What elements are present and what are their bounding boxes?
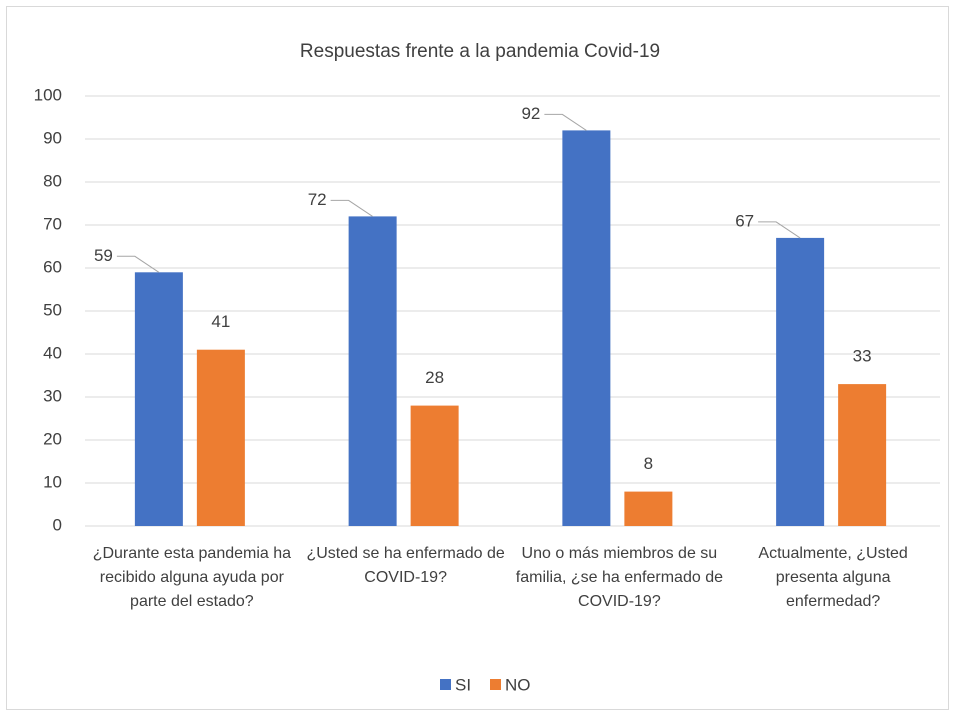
bar — [562, 130, 611, 526]
bar — [348, 216, 397, 526]
y-tick-label: 10 — [43, 472, 62, 491]
data-label: 67 — [735, 211, 754, 230]
leader-line — [116, 255, 160, 273]
data-label: 8 — [644, 454, 653, 473]
legend-label: NO — [505, 675, 531, 694]
legend-swatch — [490, 679, 501, 690]
y-tick-label: 60 — [43, 257, 62, 276]
y-tick-label: 40 — [43, 343, 62, 362]
x-tick-label: Actualmente, ¿Usted presenta alguna enfe… — [758, 545, 908, 610]
y-tick-label: 80 — [43, 171, 62, 190]
y-tick-label: 90 — [43, 128, 62, 147]
leader-line — [758, 221, 801, 239]
bar — [624, 491, 673, 526]
y-tick-label: 30 — [43, 386, 62, 405]
y-tick-label: 0 — [53, 515, 62, 534]
legend-swatch — [440, 679, 451, 690]
x-tick-label: Uno o más miembros de su familia, ¿se ha… — [515, 545, 723, 610]
y-tick-label: 100 — [34, 85, 62, 104]
x-tick-label: ¿Usted se ha enfermado de COVID-19? — [306, 545, 505, 586]
bar — [410, 405, 459, 526]
bar — [134, 272, 183, 526]
y-tick-label: 20 — [43, 429, 62, 448]
bar — [776, 237, 825, 526]
leader-line — [544, 113, 587, 131]
data-label: 41 — [211, 312, 230, 331]
leader-line — [330, 199, 373, 217]
legend-label: SI — [455, 675, 471, 694]
y-tick-label: 50 — [43, 300, 62, 319]
bar — [196, 349, 245, 526]
data-label: 28 — [425, 368, 444, 387]
chart-title: Respuestas frente a la pandemia Covid-19 — [300, 41, 660, 62]
x-tick-label: ¿Durante esta pandemia ha recibido algun… — [92, 545, 292, 610]
y-tick-label: 70 — [43, 214, 62, 233]
data-label: 92 — [521, 104, 540, 123]
data-label: 33 — [853, 347, 872, 366]
data-label: 59 — [94, 246, 113, 265]
data-label: 72 — [308, 190, 327, 209]
bar — [838, 384, 887, 526]
